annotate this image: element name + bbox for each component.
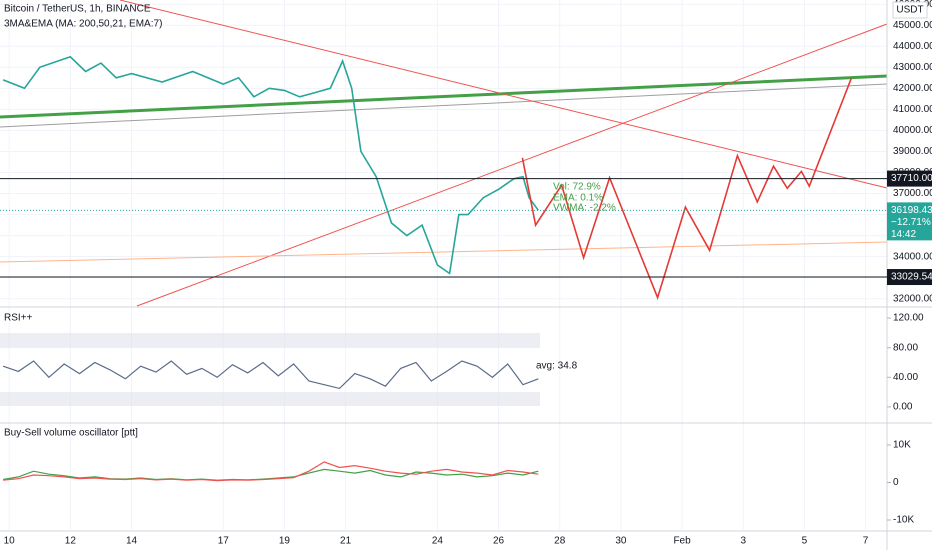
x-tick-label: 24 — [432, 536, 444, 547]
y-tick-label: 32000.00 — [893, 293, 932, 304]
x-tick-label: 28 — [554, 536, 566, 547]
rsi-band — [0, 333, 540, 348]
currency-label: USDT — [896, 5, 923, 16]
panel-title: RSI++ — [4, 313, 33, 324]
panel-title: Buy-Sell volume oscillator [ptt] — [4, 428, 138, 439]
price-badge-label: 33029.54 — [891, 272, 932, 283]
indicator-label: 3MA&EMA (MA: 200,50,21, EMA:7) — [4, 19, 162, 30]
price-badge — [887, 269, 932, 286]
y-tick-label: 10K — [893, 440, 911, 451]
price-badge — [887, 170, 932, 187]
y-tick-label: 43000.00 — [893, 62, 932, 73]
x-tick-label: 5 — [802, 536, 808, 547]
currency-badge[interactable] — [892, 1, 928, 19]
annotation: Vol: 72.9% — [553, 182, 601, 193]
last-price-badge — [887, 202, 932, 241]
series-line — [3, 461, 539, 482]
change-label: −12.71% — [891, 217, 931, 228]
y-tick-label: 37000.00 — [893, 188, 932, 199]
trend-line — [0, 83, 888, 128]
y-tick-label: 40.00 — [893, 372, 918, 383]
series-line — [2, 55, 539, 275]
y-tick-label: 0.00 — [893, 402, 913, 413]
trend-line — [119, 0, 888, 189]
x-tick-label: 12 — [65, 536, 77, 547]
y-tick-label: 34000.00 — [893, 251, 932, 262]
x-tick-label: 19 — [279, 536, 291, 547]
y-tick-label: 41000.00 — [893, 104, 932, 115]
y-tick-label: 42000.00 — [893, 83, 932, 94]
x-tick-label: 30 — [615, 536, 627, 547]
y-tick-label: 45000.00 — [893, 20, 932, 31]
y-tick-label: -10K — [893, 515, 914, 526]
series-line — [2, 360, 539, 390]
x-tick-label: 10 — [4, 536, 16, 547]
series-line — [521, 77, 853, 300]
x-tick-label: 7 — [863, 536, 869, 547]
x-tick-label: 17 — [218, 536, 230, 547]
annotation: VWMA: -2.2% — [553, 203, 616, 214]
x-tick-label: 21 — [340, 536, 352, 547]
y-tick-label: 40000.00 — [893, 125, 932, 136]
x-tick-label: 26 — [493, 536, 505, 547]
trend-line — [0, 241, 888, 263]
y-tick-label: 80.00 — [893, 342, 918, 353]
last-price-label: 36198.43 — [891, 205, 932, 216]
rsi-band — [0, 392, 540, 406]
y-tick-label: 0 — [893, 477, 899, 488]
chart-title: Bitcoin / TetherUS, 1h, BINANCE — [4, 4, 151, 15]
trend-line — [136, 23, 888, 307]
countdown-label: 14:42 — [891, 229, 916, 240]
rsi-avg: avg: 34.8 — [536, 361, 578, 372]
trend-line — [0, 74, 888, 119]
grid-layer — [0, 0, 887, 530]
x-tick-label: 14 — [126, 536, 138, 547]
annotation: EMA: 0.1% — [553, 193, 603, 204]
x-tick-label: Feb — [673, 536, 691, 547]
price-badge-label: 37710.00 — [891, 173, 932, 184]
x-tick-label: 3 — [740, 536, 746, 547]
y-tick-label: 39000.00 — [893, 146, 932, 157]
y-tick-label: 44000.00 — [893, 41, 932, 52]
y-tick-label: 120.00 — [893, 313, 924, 324]
